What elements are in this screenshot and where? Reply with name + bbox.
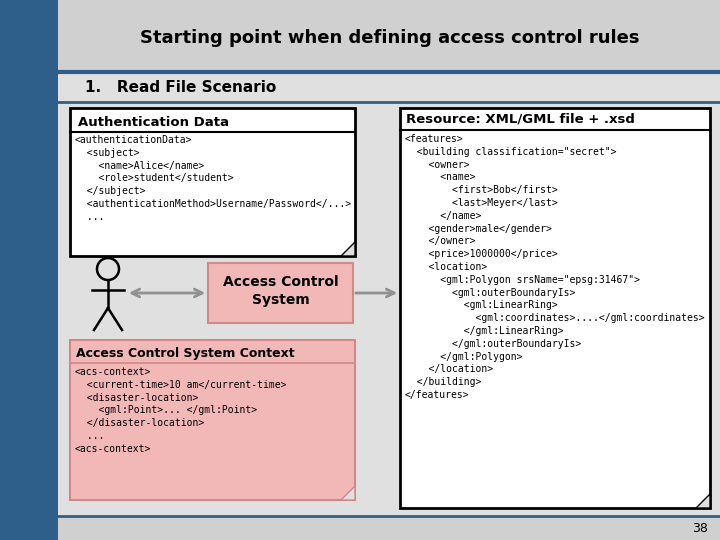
Text: <authenticationData>
  <subject>
    <name>Alice</name>
    <role>student</stude: <authenticationData> <subject> <name>Ali… [75, 135, 351, 222]
Text: Authentication Data: Authentication Data [78, 116, 229, 129]
Text: Access Control System Context: Access Control System Context [76, 347, 294, 360]
FancyBboxPatch shape [70, 340, 355, 500]
FancyBboxPatch shape [0, 0, 58, 540]
Polygon shape [696, 494, 710, 508]
Text: Starting point when defining access control rules: Starting point when defining access cont… [140, 29, 640, 47]
FancyBboxPatch shape [208, 263, 353, 323]
FancyBboxPatch shape [58, 516, 720, 540]
FancyBboxPatch shape [400, 108, 710, 508]
Text: <acs-context>
  <current-time>10 am</current-time>
  <disaster-location>
    <gm: <acs-context> <current-time>10 am</curre… [75, 367, 287, 454]
FancyBboxPatch shape [58, 0, 720, 72]
FancyBboxPatch shape [70, 108, 355, 256]
Text: Access Control
System: Access Control System [222, 275, 338, 307]
Polygon shape [341, 242, 355, 256]
Text: 38: 38 [692, 522, 708, 535]
FancyBboxPatch shape [58, 72, 720, 522]
Text: <features>
  <building classification="secret">
    <owner>
      <name>
       : <features> <building classification="sec… [405, 134, 705, 400]
Text: 1.   Read File Scenario: 1. Read File Scenario [85, 80, 276, 96]
Polygon shape [341, 486, 355, 500]
Text: Resource: XML/GML file + .xsd: Resource: XML/GML file + .xsd [406, 113, 635, 126]
